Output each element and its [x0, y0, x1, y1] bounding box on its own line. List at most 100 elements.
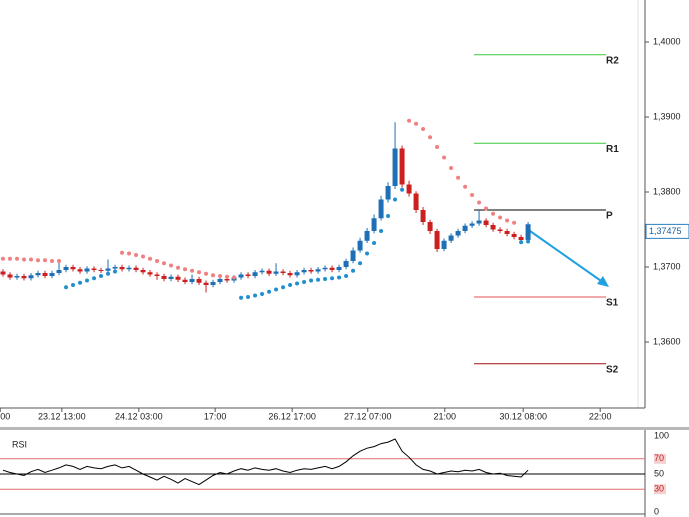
sar-dot	[190, 268, 195, 273]
sar-dot	[148, 256, 153, 261]
sar-dot	[351, 268, 356, 273]
candle-body	[392, 148, 398, 186]
pivot-label: S2	[606, 364, 619, 375]
candle-body	[385, 186, 391, 200]
x-tick-label: 30.12 08:00	[499, 411, 547, 421]
sar-dot	[211, 273, 216, 278]
x-tick-label: 17:00	[204, 411, 227, 421]
candle-body	[490, 225, 496, 230]
candle-body	[14, 276, 20, 278]
y-tick-label: 1,3700	[653, 261, 681, 271]
candle-body	[133, 267, 139, 270]
candle-body	[42, 273, 48, 276]
sar-dot	[470, 193, 475, 197]
candle-body	[98, 270, 104, 271]
candle-body	[0, 271, 6, 275]
y-tick-label: 1,3800	[653, 186, 681, 196]
candle-body	[315, 269, 321, 272]
candle-body	[455, 231, 461, 236]
sar-dot	[134, 253, 139, 257]
candle-body	[448, 235, 454, 241]
sar-dot	[407, 118, 412, 123]
candle-body	[252, 272, 258, 276]
candle-body	[210, 282, 216, 285]
candle-body	[350, 250, 356, 261]
arrow-shaft	[529, 230, 605, 284]
sar-dot	[232, 275, 237, 280]
sar-dot	[50, 259, 55, 263]
candle-body	[84, 268, 90, 272]
candle-body	[364, 231, 370, 241]
sar-dot	[274, 287, 279, 292]
trend-arrow	[529, 230, 609, 287]
sar-dot	[379, 229, 384, 233]
sar-dot	[141, 254, 146, 259]
sar-dot	[78, 280, 83, 285]
candle-body	[343, 261, 349, 267]
sar-dot	[414, 121, 419, 126]
candle-body	[287, 273, 293, 276]
candle-body	[511, 234, 517, 237]
sar-dot	[225, 274, 230, 279]
sar-dot	[155, 259, 160, 263]
candle-body	[182, 279, 188, 282]
candle-body	[7, 274, 13, 278]
rsi-tick-label: 50	[654, 468, 664, 478]
rsi-level-badge	[654, 484, 666, 495]
candle-body	[203, 282, 209, 285]
sar-dot	[477, 200, 482, 205]
last-price-box	[645, 223, 689, 239]
rsi-title: RSI	[12, 439, 27, 449]
sar-dot	[393, 197, 398, 202]
sar-dot	[71, 283, 76, 287]
sar-dot	[288, 283, 293, 287]
sar-dot	[281, 285, 286, 290]
pivot-label: S1	[606, 298, 619, 309]
sar-dot	[456, 175, 461, 180]
candle-body	[189, 279, 195, 282]
candle-body	[21, 276, 27, 279]
sar-dot	[43, 258, 48, 263]
rsi-tick-label: 0	[654, 506, 659, 516]
sar-dot	[330, 276, 335, 281]
candle-body	[217, 279, 223, 282]
sar-dot	[120, 250, 125, 255]
candle-body	[406, 184, 412, 194]
candle-body	[28, 275, 34, 279]
sar-dot	[218, 274, 223, 278]
sar-dot	[491, 211, 496, 216]
sar-dot	[505, 218, 510, 223]
sar-dot	[197, 270, 202, 275]
panel-separator	[0, 427, 689, 430]
sar-dot	[449, 166, 454, 170]
sar-dot	[295, 281, 300, 286]
sar-dot	[1, 256, 6, 261]
rsi-tick-label: 100	[654, 430, 669, 440]
candle-body	[126, 267, 132, 270]
sar-dot	[435, 145, 440, 149]
candle-body	[161, 276, 167, 279]
sar-dot	[323, 277, 328, 281]
sar-dot	[421, 127, 426, 131]
sar-dot	[337, 275, 342, 280]
candle-body	[266, 270, 272, 274]
y-tick-label: 1,4000	[653, 36, 681, 46]
candle-body	[77, 269, 83, 272]
x-tick-label: 00	[0, 411, 10, 421]
sar-dot	[519, 240, 524, 245]
sar-dot	[106, 271, 111, 276]
candle-body	[308, 270, 314, 272]
sar-dot	[113, 269, 118, 274]
sar-dot	[246, 295, 251, 299]
sar-dot	[22, 257, 27, 262]
candle-body	[112, 267, 118, 269]
candle-body	[56, 270, 62, 273]
pivot-label: R2	[606, 55, 619, 66]
candle-body	[280, 271, 286, 273]
sar-dot	[253, 293, 258, 298]
candle-body	[273, 271, 279, 274]
candle-body	[168, 276, 174, 279]
